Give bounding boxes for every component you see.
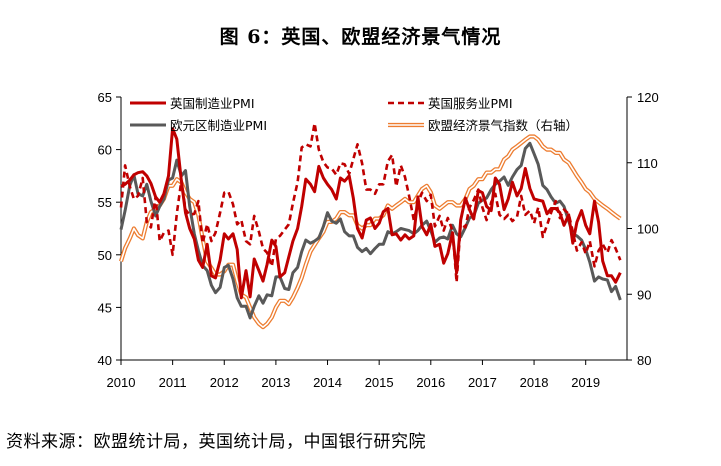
x-tick-label: 2011: [159, 375, 187, 390]
y-left-tick-label: 40: [98, 353, 112, 368]
x-tick-label: 2019: [571, 375, 600, 390]
y-left-tick-label: 60: [98, 143, 112, 158]
x-tick-label: 2010: [107, 375, 136, 390]
y-left-tick-label: 45: [98, 300, 112, 315]
y-left-tick-label: 50: [98, 248, 112, 263]
x-tick-label: 2018: [520, 375, 549, 390]
legend-label-3: 欧盟经济景气指数（右轴）: [428, 118, 578, 133]
legend-label-1: 英国服务业PMI: [428, 96, 513, 111]
y-right-tick-label: 100: [637, 222, 659, 237]
chart-legend: 英国制造业PMI 英国服务业PMI 欧元区制造业PMI 欧盟经济景气指数（右轴）: [130, 96, 578, 133]
legend-label-0: 英国制造业PMI: [170, 96, 255, 111]
source-note: 资料来源：欧盟统计局，英国统计局，中国银行研究院: [6, 432, 426, 452]
chart-series: [118, 122, 622, 330]
x-tick-label: 2016: [416, 375, 445, 390]
chart-axes: 40 45 50 55 60 65 80 90 100 110 120 2010 2011 2012 201…: [98, 90, 659, 390]
x-tick-label: 2015: [365, 375, 394, 390]
x-tick-label: 2014: [313, 375, 342, 390]
legend-label-2: 欧元区制造业PMI: [170, 118, 267, 133]
y-left-tick-label: 65: [98, 90, 112, 105]
series-3-line-inner: [120, 135, 621, 328]
chart-title: 图 6：英国、欧盟经济景气情况: [219, 26, 502, 48]
y-right-tick-label: 110: [637, 156, 658, 171]
series-1-line: [119, 122, 622, 284]
x-tick-label: 2013: [261, 375, 290, 390]
y-left-tick-label: 55: [98, 195, 112, 210]
series-0-line: [120, 127, 622, 300]
y-right-tick-label: 80: [637, 353, 651, 368]
y-right-tick-label: 90: [637, 287, 651, 302]
x-tick-label: 2017: [468, 375, 497, 390]
y-right-tick-label: 120: [637, 90, 659, 105]
x-tick-label: 2012: [210, 375, 239, 390]
